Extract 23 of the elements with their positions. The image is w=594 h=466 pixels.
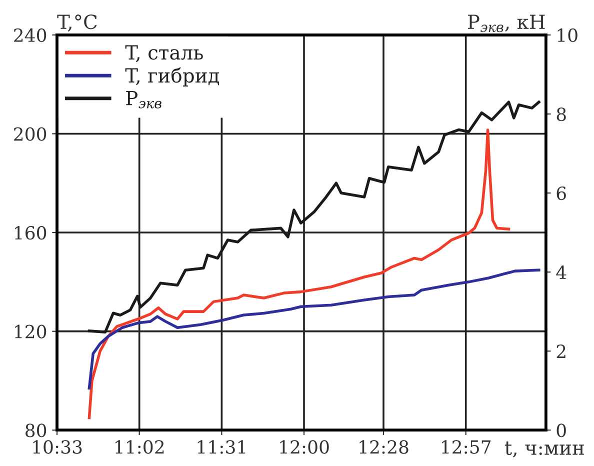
y2-tick-label: 0 [556, 424, 566, 438]
y2-tick-label: 8 [556, 107, 566, 122]
y2-tick-label: 6 [556, 186, 566, 200]
y2-tick-label: 4 [556, 266, 566, 279]
y-tick-label: 240 [14, 28, 46, 42]
legend-label: P$_{экв}$ [126, 90, 162, 108]
y-axis-title: T,°C [57, 14, 97, 32]
y2-tick-label: 10 [558, 28, 578, 42]
y2-tick-label: 2 [556, 344, 566, 358]
x-tick-label: 10:33 [33, 440, 82, 454]
x-tick-label: 12:28 [360, 440, 408, 454]
x-tick-label: 11:31 [198, 440, 246, 454]
y-tick-label: 80 [26, 424, 46, 438]
legend-label: T, гибрид [125, 67, 219, 87]
x-tick-label: 12:00 [280, 440, 329, 454]
x-tick-label: 11:02 [116, 440, 164, 454]
y-tick-label: 120 [15, 324, 46, 338]
x-axis-title: t, ч:мин [504, 442, 584, 458]
legend-label: T, сталь [125, 45, 203, 62]
y2-axis-title: P$_{экв}$, кН [468, 14, 545, 32]
y-tick-label: 200 [14, 127, 46, 141]
y-tick-label: 160 [15, 226, 46, 240]
x-tick-label: 12:57 [442, 440, 491, 454]
